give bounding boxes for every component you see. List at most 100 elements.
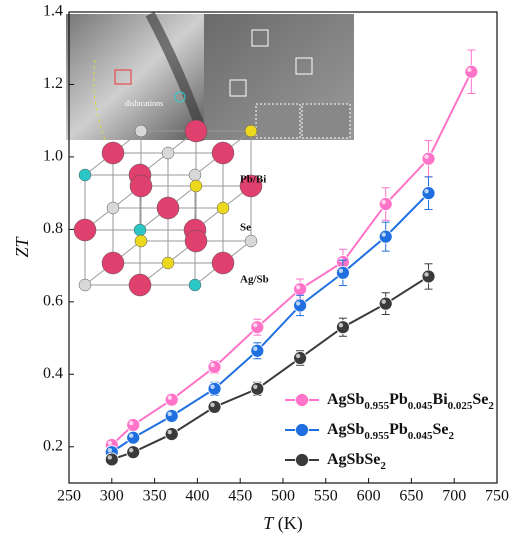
x-tick-label: 250 xyxy=(57,488,81,505)
point-highlight xyxy=(467,67,472,72)
data-point xyxy=(104,452,119,467)
legend-label: AgSbSe2 xyxy=(327,451,386,472)
point-highlight xyxy=(381,232,386,237)
point-highlight xyxy=(295,284,301,290)
y-axis-label: ZT xyxy=(12,236,32,258)
point-highlight xyxy=(167,429,172,435)
data-point xyxy=(378,229,393,244)
inset-annotation: dislocations xyxy=(125,99,163,108)
legend-marker xyxy=(295,453,309,467)
inset-label: Se xyxy=(240,222,251,234)
atom xyxy=(101,141,125,165)
atom xyxy=(73,218,97,242)
atom xyxy=(211,141,235,165)
atom xyxy=(133,223,147,237)
y-tick-label: 0.6 xyxy=(43,293,63,310)
point-highlight xyxy=(167,395,172,400)
legend-label: AgSb0.955Pb0.045Bi0.025Se2 xyxy=(327,391,494,412)
y-tick-label: 1.4 xyxy=(43,3,63,20)
x-tick-label: 750 xyxy=(485,488,509,505)
data-point xyxy=(126,418,141,432)
x-tick-label: 600 xyxy=(357,488,381,505)
legend-marker xyxy=(295,423,309,437)
data-point xyxy=(164,427,179,441)
point-highlight xyxy=(129,420,134,426)
atom xyxy=(216,201,230,215)
data-point xyxy=(207,360,222,374)
legend-label: AgSb0.955Pb0.045Se2 xyxy=(327,421,455,442)
point-highlight xyxy=(253,346,258,351)
atom xyxy=(101,251,125,275)
x-tick-label: 300 xyxy=(100,488,124,505)
point-highlight xyxy=(295,301,301,306)
point-highlight xyxy=(424,272,429,277)
y-tick-label: 0.4 xyxy=(43,365,63,382)
x-tick-label: 700 xyxy=(442,488,466,505)
data-point xyxy=(164,392,179,407)
data-point xyxy=(293,351,308,365)
point-highlight xyxy=(107,455,113,460)
atom xyxy=(129,174,153,198)
x-tick-label: 400 xyxy=(185,488,209,505)
data-point xyxy=(336,265,350,280)
atom xyxy=(188,168,202,182)
point-highlight xyxy=(295,353,301,359)
y-tick-label: 0.2 xyxy=(43,437,63,454)
point-highlight xyxy=(210,362,215,368)
atom xyxy=(184,119,208,143)
inset-label: Ag/Sb xyxy=(240,274,269,286)
atom xyxy=(184,229,208,253)
point-highlight xyxy=(253,323,258,328)
point-highlight xyxy=(338,268,344,274)
data-point xyxy=(250,381,265,396)
x-tick-label: 350 xyxy=(143,488,167,505)
data-point xyxy=(421,151,436,166)
atom xyxy=(78,168,92,182)
atom xyxy=(211,251,235,275)
inset-tem: dislocations xyxy=(66,11,354,142)
data-point xyxy=(207,400,222,414)
x-tick-label: 550 xyxy=(314,488,338,505)
point-highlight xyxy=(210,384,215,389)
atom xyxy=(134,124,148,138)
data-point xyxy=(126,445,141,460)
point-highlight xyxy=(107,440,113,446)
atom xyxy=(188,278,202,292)
x-tick-label: 650 xyxy=(399,488,423,505)
data-point xyxy=(336,320,350,335)
data-point xyxy=(378,296,393,311)
point-highlight xyxy=(210,402,215,408)
y-tick-label: 1.2 xyxy=(43,75,63,92)
point-highlight xyxy=(381,299,386,304)
data-point xyxy=(207,381,222,396)
series-line xyxy=(111,71,473,446)
atom xyxy=(106,201,120,215)
point-highlight xyxy=(253,384,258,389)
data-point xyxy=(126,430,141,445)
point-highlight xyxy=(424,188,429,194)
atom xyxy=(239,174,263,198)
data-point xyxy=(164,409,179,423)
atom xyxy=(78,278,92,292)
atom xyxy=(134,234,148,248)
data-point xyxy=(421,269,436,284)
data-point xyxy=(250,320,265,335)
inset-label: Pb/Bi xyxy=(240,174,266,186)
point-highlight xyxy=(338,323,344,328)
data-point xyxy=(378,197,393,211)
point-highlight xyxy=(129,448,134,453)
atom xyxy=(128,273,152,297)
atom xyxy=(244,234,258,248)
atom xyxy=(244,124,258,138)
point-highlight xyxy=(107,448,113,453)
data-point xyxy=(250,343,265,358)
x-tick-label: 500 xyxy=(271,488,295,505)
data-point xyxy=(421,186,436,201)
point-highlight xyxy=(381,199,386,205)
x-axis-label: T (K) xyxy=(263,513,303,534)
data-point xyxy=(293,282,308,297)
data-point xyxy=(464,64,479,79)
atom xyxy=(189,179,203,193)
inset-crystal: Pb/Bi Se Ag/Sb xyxy=(73,119,269,297)
